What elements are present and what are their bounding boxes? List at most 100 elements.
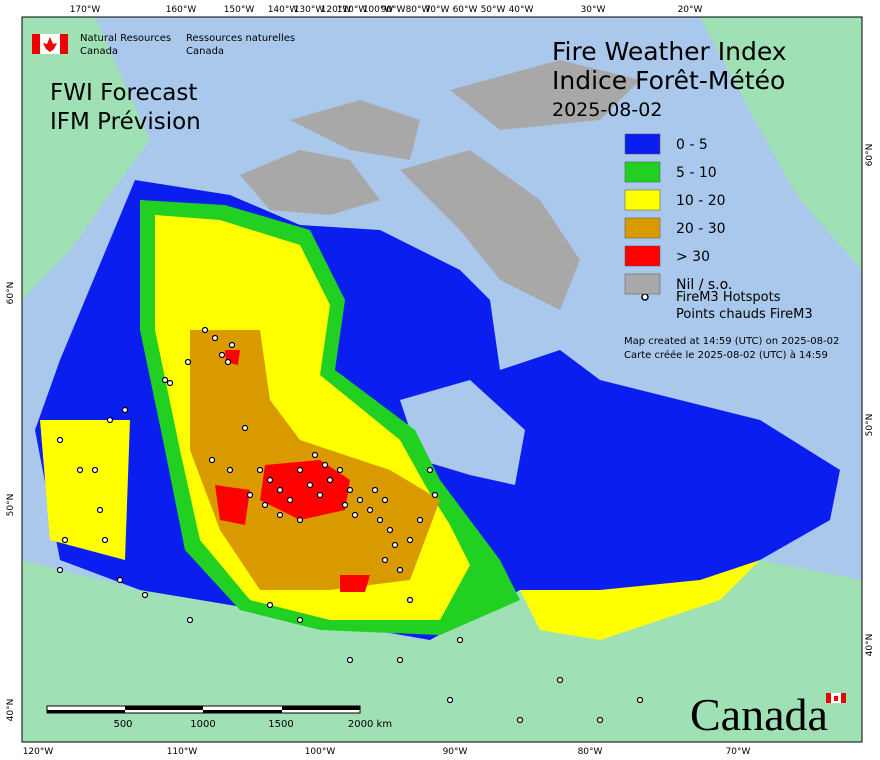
hotspot — [296, 516, 304, 524]
hotspot — [371, 486, 379, 494]
hotspot — [246, 491, 254, 499]
fwi-20-30 — [190, 330, 440, 590]
latitude-label: 60°N — [865, 144, 875, 167]
legend-swatch — [624, 245, 661, 267]
legend-label: 20 - 30 — [676, 221, 726, 237]
map-note: Carte créée le 2025-08-02 (UTC) à 14:59 — [624, 349, 828, 361]
hotspot — [211, 334, 219, 342]
hotspot — [266, 476, 274, 484]
hotspot — [426, 466, 434, 474]
nrcan-logo: Natural Resources Canada Ressources natu… — [32, 33, 295, 57]
hotspot — [296, 466, 304, 474]
legend-swatch — [624, 161, 661, 183]
fwi-over-30 — [215, 350, 370, 592]
longitude-label: 60°W — [453, 5, 478, 15]
latitude-label: 50°N — [865, 414, 875, 437]
longitude-label: 150°W — [224, 5, 255, 15]
longitude-label: 110°W — [337, 5, 368, 15]
flag-bar — [32, 34, 40, 54]
hotspot — [321, 461, 329, 469]
legend-swatch — [624, 273, 661, 295]
hotspot — [161, 376, 169, 384]
longitude-label: 70°W — [425, 5, 450, 15]
latitude-label: 40°N — [6, 699, 16, 722]
flag-bar — [60, 34, 68, 54]
hotspot — [311, 451, 319, 459]
logo-text: Canada — [186, 46, 224, 57]
logo-text: Canada — [80, 46, 118, 57]
legend-label: 5 - 10 — [676, 165, 717, 181]
scale-label: 500 — [113, 719, 132, 730]
hotspot — [386, 526, 394, 534]
hotspot — [101, 536, 109, 544]
hotspot — [141, 591, 149, 599]
hotspot — [381, 496, 389, 504]
logo-text: Ressources naturelles — [186, 33, 295, 44]
longitude-label: 120°W — [321, 5, 352, 15]
legend-label: FireM3 Hotspots — [676, 290, 781, 305]
hotspot — [376, 516, 384, 524]
alaska — [22, 17, 150, 300]
latitude-label: 50°N — [6, 494, 16, 517]
red-area — [340, 575, 370, 592]
hotspot — [106, 416, 114, 424]
scale-bar-segment — [203, 710, 282, 713]
scale-label: 1500 — [268, 719, 293, 730]
hotspot — [306, 481, 314, 489]
graticule-labels: 170°W 160°W 150°W 140°W130°W120°W110°W100°W… — [6, 5, 875, 757]
red-area — [260, 460, 350, 520]
hotspot — [446, 696, 454, 704]
arctic-islands — [240, 60, 640, 310]
hotspot — [121, 406, 129, 414]
fwi-10-20-east — [520, 560, 760, 640]
latitude-label: 40°N — [865, 634, 875, 657]
product-title: FWI Forecast — [50, 80, 197, 106]
hotspot — [356, 496, 364, 504]
hotspot — [266, 601, 274, 609]
scale-bar: 500 1000 1500 2000 km — [46, 705, 392, 730]
hotspot — [296, 616, 304, 624]
hotspot — [286, 496, 294, 504]
hotspot — [218, 351, 226, 359]
canada-wordmark: Canada — [690, 689, 846, 740]
hotspot — [184, 358, 192, 366]
hotspot — [186, 616, 194, 624]
fwi-10-20-bc — [40, 420, 130, 560]
hotspot — [326, 476, 334, 484]
wordmark-flag-bar — [841, 693, 846, 703]
longitude-label: 100°W — [363, 5, 394, 15]
scale-bar-segment — [282, 706, 360, 710]
longitude-label: 90°W — [381, 5, 406, 15]
hotspot — [381, 556, 389, 564]
legend-swatch — [624, 217, 661, 239]
hotspot — [346, 486, 354, 494]
wordmark-flag-leaf — [834, 696, 838, 701]
longitude-label: 40°W — [509, 5, 534, 15]
hotspot — [396, 656, 404, 664]
hotspot — [516, 716, 524, 724]
hotspot — [366, 506, 374, 514]
map-title: Indice Forêt-Météo — [552, 66, 785, 95]
map-title: Fire Weather Index — [552, 37, 787, 66]
longitude-label: 70°W — [726, 747, 751, 757]
hotspot — [166, 379, 174, 387]
hotspot — [261, 501, 269, 509]
island — [290, 100, 420, 160]
scale-label: 2000 km — [348, 719, 392, 730]
hotspot — [76, 466, 84, 474]
longitude-label: 170°W — [70, 5, 101, 15]
hotspot — [276, 511, 284, 519]
latitude-label: 60°N — [6, 282, 16, 305]
legend-label: 10 - 20 — [676, 193, 726, 209]
longitude-label: 90°W — [443, 747, 468, 757]
hotspots — [56, 326, 644, 724]
hotspot — [556, 676, 564, 684]
longitude-label: 80°W — [406, 5, 431, 15]
hotspot — [276, 486, 284, 494]
longitude-label: 160°W — [166, 5, 197, 15]
hotspot — [241, 424, 249, 432]
hotspot — [228, 341, 236, 349]
hotspot — [96, 506, 104, 514]
hotspot — [201, 326, 209, 334]
hotspot — [456, 636, 464, 644]
